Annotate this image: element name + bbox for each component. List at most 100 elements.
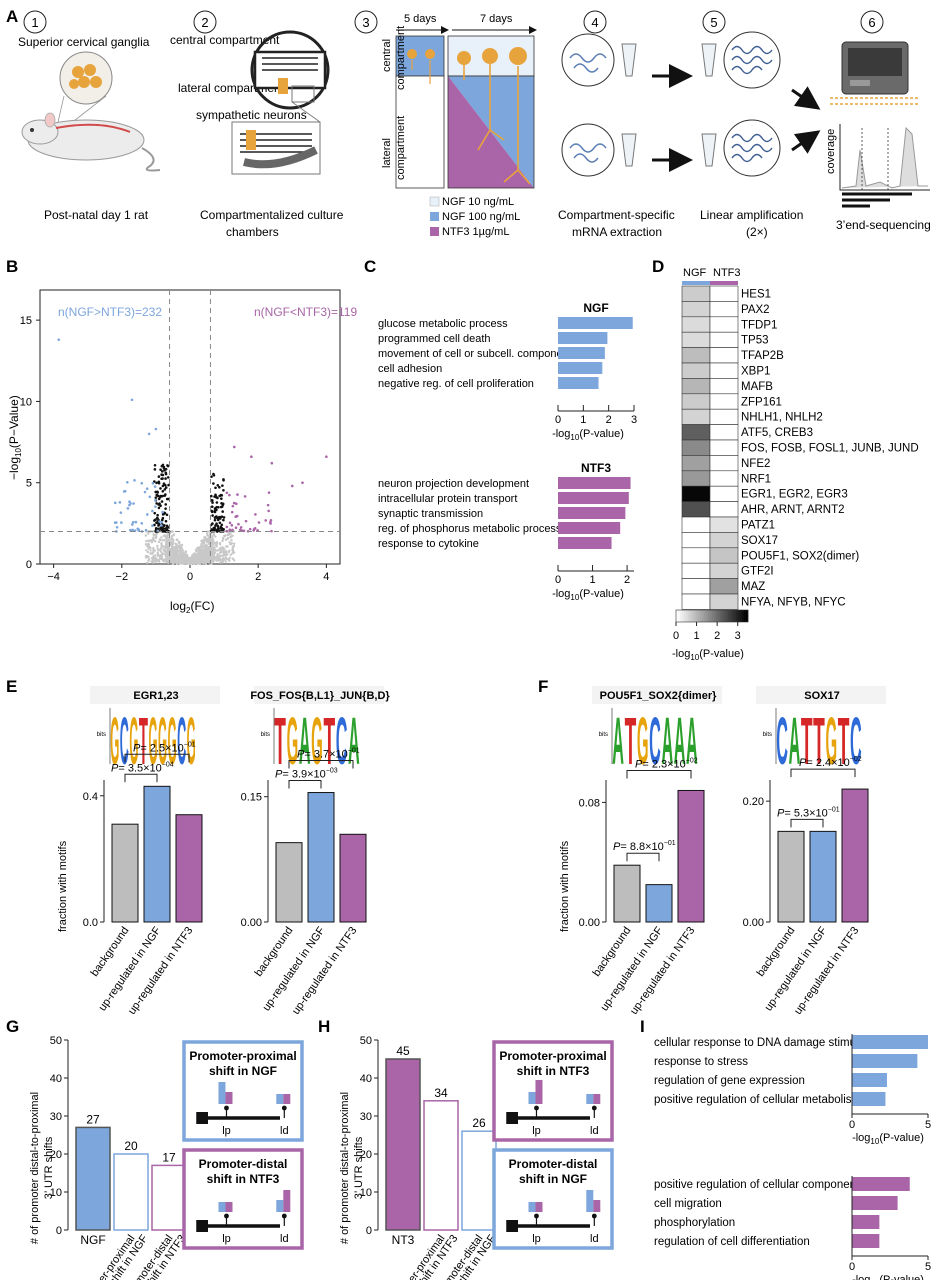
motif-bar <box>645 884 673 923</box>
heatmap-cell-ntf3 <box>709 532 739 549</box>
shift-bar <box>113 1153 149 1231</box>
volcano-x-tick-label: −2 <box>116 571 129 583</box>
isoform-bar-ngf <box>218 1202 226 1212</box>
volcano-point-ntf3 <box>257 521 261 524</box>
polya-site-marker <box>591 1213 597 1219</box>
volcano-point-ns <box>201 546 204 549</box>
volcano-point-sig <box>164 507 167 510</box>
volcano-point-sig <box>215 505 219 509</box>
heatmap-row-label: NRF1 <box>741 473 771 485</box>
volcano-point-ns <box>144 543 148 546</box>
step-number-5: 5 <box>702 10 726 34</box>
heatmap-cell-ntf3 <box>709 362 739 379</box>
volcano-point-ns <box>213 546 216 549</box>
volcano-point-ntf3 <box>252 529 256 532</box>
heatmap-cell-ngf <box>681 578 711 595</box>
heatmap-cell-ngf <box>681 547 711 564</box>
volcano-point-ns <box>171 555 174 558</box>
shift-y-tick-label: 30 <box>360 1111 372 1123</box>
volcano-point-sig <box>210 475 213 478</box>
heatmap-cell-ntf3 <box>709 408 739 425</box>
shift-diagram-title-1: Promoter-proximal <box>499 1049 606 1063</box>
polya-site-marker <box>534 1105 539 1111</box>
volcano-point-ns <box>162 560 166 563</box>
volcano-point-outlier <box>270 461 274 465</box>
volcano-point-ns <box>207 537 210 540</box>
go-enrichment-bars: NGF glucose metabolic process programmed c… <box>378 301 637 602</box>
ld-label: ld <box>590 1233 599 1245</box>
panel-i-term-bar <box>852 1035 928 1049</box>
volcano-point-sig <box>210 499 214 502</box>
gene-cds <box>198 1112 208 1124</box>
volcano-point-ntf3 <box>231 528 234 532</box>
heatmap-row-label: NFYA, NFYB, NFYC <box>741 597 846 609</box>
volcano-point-ngf <box>153 485 157 488</box>
go-term-bar <box>558 492 629 504</box>
panel-h-letter: H <box>318 1017 330 1036</box>
volcano-point-ns <box>158 557 162 561</box>
shift-bar-value: 34 <box>434 1086 448 1100</box>
lp-label: lp <box>222 1233 231 1245</box>
step-number-1: 1 <box>23 10 47 34</box>
volcano-point-ns <box>205 548 209 551</box>
volcano-point-sig <box>166 476 170 479</box>
volcano-point-sig <box>158 495 162 499</box>
volcano-point-sig <box>220 494 224 497</box>
volcano-point-ntf3 <box>234 526 238 530</box>
volcano-point-ns <box>165 558 168 561</box>
volcano-point-ns <box>158 538 162 541</box>
heatmap-cell-ngf <box>681 362 711 379</box>
legend-swatch-ngf-10 <box>429 196 440 207</box>
heatmap-legend-label: -log10(P-value) <box>672 648 744 662</box>
panel-i-term-bar <box>852 1215 880 1229</box>
gene-cds <box>508 1220 518 1232</box>
go-term-label: reg. of phosphorus metabolic process <box>378 523 562 535</box>
volcano-point-ns <box>151 537 155 540</box>
volcano-point-sig <box>164 477 167 480</box>
volcano-point-ns <box>151 550 155 554</box>
volcano-point-sig <box>152 480 156 483</box>
logo-letter: C <box>649 704 661 779</box>
heatmap-legend-step <box>724 610 727 622</box>
heatmap-row-label: AHR, ARNT, ARNT2 <box>741 504 845 516</box>
volcano-point-ntf3 <box>228 493 231 497</box>
logo-letter: G <box>129 704 138 779</box>
volcano-point-sig <box>219 525 223 529</box>
volcano-point-ns <box>166 532 169 536</box>
heatmap-cell-ngf <box>681 593 711 610</box>
motif-title: EGR1,23 <box>133 690 178 702</box>
go-term-bar <box>558 537 612 549</box>
shift-bar <box>151 1164 187 1231</box>
heatmap-row-label: XBP1 <box>741 366 770 378</box>
go-term-bar <box>558 522 621 534</box>
volcano-point-ns <box>211 539 214 542</box>
panel-h-y-label-1: # of promoter distal-to-proximal <box>339 1092 351 1244</box>
svg-text:6: 6 <box>868 15 875 30</box>
volcano-point-ns <box>202 553 206 556</box>
panel-b: B −4 −2 0 2 4 0 5 10 15 n(NGF>NTF3)=232 n(NGF<NT… <box>6 257 357 615</box>
heatmap-legend-step <box>744 610 747 622</box>
motif-title: SOX17 <box>804 690 839 702</box>
volcano-point-ns <box>173 557 176 560</box>
volcano-point-ns <box>217 559 221 562</box>
volcano-point-ntf3 <box>269 518 273 522</box>
amplification-icons <box>701 31 781 177</box>
go-tick-label: 2 <box>606 414 612 426</box>
volcano-point-ns <box>222 553 225 557</box>
polya-site-marker <box>591 1105 597 1111</box>
volcano-point-sig <box>159 487 162 490</box>
volcano-point-sig <box>162 527 165 530</box>
volcano-point-ns <box>194 548 198 551</box>
heatmap-legend-step <box>704 610 707 622</box>
logo-letter: A <box>299 704 311 779</box>
step4-caption-line1: Compartment-specific <box>558 208 675 222</box>
shift-y-tick-label: 20 <box>360 1149 372 1161</box>
volcano-point-ns <box>206 534 209 537</box>
volcano-point-ngf <box>115 526 119 529</box>
lp-label: lp <box>222 1125 231 1137</box>
volcano-point-ns <box>197 560 200 564</box>
p-bracket-high <box>288 760 354 769</box>
shift-y-tick-label: 10 <box>360 1187 372 1199</box>
